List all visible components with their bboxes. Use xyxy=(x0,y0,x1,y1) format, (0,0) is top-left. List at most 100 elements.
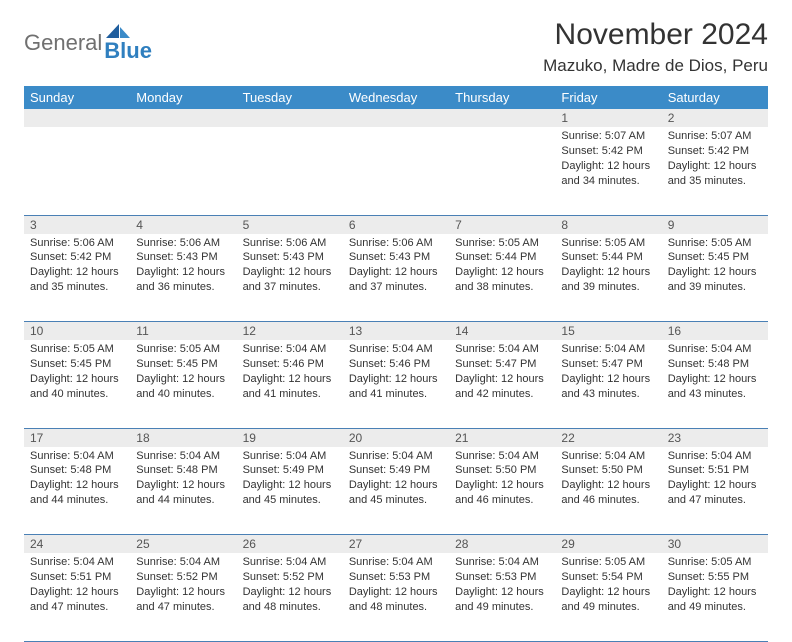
day-line: Sunset: 5:48 PM xyxy=(668,357,762,372)
day-cell: Sunrise: 5:05 AMSunset: 5:45 PMDaylight:… xyxy=(24,340,130,428)
day-header: Tuesday xyxy=(237,86,343,109)
day-line: Sunrise: 5:06 AM xyxy=(243,236,337,251)
day-cell xyxy=(343,127,449,215)
day-line: Daylight: 12 hours and 35 minutes. xyxy=(668,159,762,189)
day-line: Daylight: 12 hours and 44 minutes. xyxy=(30,478,124,508)
day-line: Sunrise: 5:07 AM xyxy=(561,129,655,144)
day-line: Sunrise: 5:04 AM xyxy=(30,449,124,464)
day-line: Sunrise: 5:06 AM xyxy=(30,236,124,251)
day-line: Daylight: 12 hours and 34 minutes. xyxy=(561,159,655,189)
daynum-row: 24252627282930 xyxy=(24,535,768,554)
day-cell: Sunrise: 5:04 AMSunset: 5:53 PMDaylight:… xyxy=(343,553,449,641)
day-line: Daylight: 12 hours and 46 minutes. xyxy=(561,478,655,508)
day-content: Sunrise: 5:04 AMSunset: 5:46 PMDaylight:… xyxy=(343,340,449,405)
day-content xyxy=(237,127,343,133)
location: Mazuko, Madre de Dios, Peru xyxy=(543,56,768,76)
day-line: Sunset: 5:53 PM xyxy=(349,570,443,585)
day-line: Sunrise: 5:05 AM xyxy=(455,236,549,251)
day-content: Sunrise: 5:04 AMSunset: 5:52 PMDaylight:… xyxy=(130,553,236,618)
day-content: Sunrise: 5:05 AMSunset: 5:55 PMDaylight:… xyxy=(662,553,768,618)
day-number: 10 xyxy=(24,322,130,341)
day-line: Sunset: 5:52 PM xyxy=(136,570,230,585)
day-line: Sunrise: 5:04 AM xyxy=(561,342,655,357)
day-line: Sunset: 5:53 PM xyxy=(455,570,549,585)
day-line: Daylight: 12 hours and 49 minutes. xyxy=(561,585,655,615)
day-line: Sunset: 5:45 PM xyxy=(136,357,230,372)
day-line: Daylight: 12 hours and 48 minutes. xyxy=(243,585,337,615)
day-number: 13 xyxy=(343,322,449,341)
daynum-row: 17181920212223 xyxy=(24,428,768,447)
day-line: Daylight: 12 hours and 42 minutes. xyxy=(455,372,549,402)
day-line: Sunset: 5:43 PM xyxy=(136,250,230,265)
day-line: Daylight: 12 hours and 47 minutes. xyxy=(136,585,230,615)
day-line: Sunset: 5:47 PM xyxy=(455,357,549,372)
day-content: Sunrise: 5:06 AMSunset: 5:43 PMDaylight:… xyxy=(343,234,449,299)
day-content: Sunrise: 5:04 AMSunset: 5:53 PMDaylight:… xyxy=(343,553,449,618)
day-cell: Sunrise: 5:04 AMSunset: 5:51 PMDaylight:… xyxy=(24,553,130,641)
day-header: Friday xyxy=(555,86,661,109)
day-line: Sunrise: 5:04 AM xyxy=(455,555,549,570)
week-row: Sunrise: 5:06 AMSunset: 5:42 PMDaylight:… xyxy=(24,234,768,322)
day-content: Sunrise: 5:04 AMSunset: 5:52 PMDaylight:… xyxy=(237,553,343,618)
day-line: Sunset: 5:44 PM xyxy=(561,250,655,265)
day-cell: Sunrise: 5:07 AMSunset: 5:42 PMDaylight:… xyxy=(555,127,661,215)
header: General Blue November 2024 Mazuko, Madre… xyxy=(24,18,768,76)
day-line: Sunset: 5:50 PM xyxy=(455,463,549,478)
day-content: Sunrise: 5:04 AMSunset: 5:49 PMDaylight:… xyxy=(343,447,449,512)
day-content: Sunrise: 5:04 AMSunset: 5:47 PMDaylight:… xyxy=(555,340,661,405)
day-content: Sunrise: 5:06 AMSunset: 5:43 PMDaylight:… xyxy=(130,234,236,299)
daynum-row: 12 xyxy=(24,109,768,127)
day-line: Sunrise: 5:04 AM xyxy=(349,342,443,357)
day-cell: Sunrise: 5:07 AMSunset: 5:42 PMDaylight:… xyxy=(662,127,768,215)
day-number: 27 xyxy=(343,535,449,554)
day-line: Sunrise: 5:04 AM xyxy=(561,449,655,464)
day-content: Sunrise: 5:04 AMSunset: 5:47 PMDaylight:… xyxy=(449,340,555,405)
day-line: Sunrise: 5:06 AM xyxy=(349,236,443,251)
day-cell: Sunrise: 5:04 AMSunset: 5:52 PMDaylight:… xyxy=(130,553,236,641)
day-number: 1 xyxy=(555,109,661,127)
day-line: Sunset: 5:45 PM xyxy=(668,250,762,265)
day-number: 23 xyxy=(662,428,768,447)
day-number: 11 xyxy=(130,322,236,341)
calendar-header-row: SundayMondayTuesdayWednesdayThursdayFrid… xyxy=(24,86,768,109)
day-line: Sunrise: 5:04 AM xyxy=(136,449,230,464)
day-line: Daylight: 12 hours and 47 minutes. xyxy=(30,585,124,615)
calendar-page: General Blue November 2024 Mazuko, Madre… xyxy=(0,0,792,642)
day-number: 7 xyxy=(449,215,555,234)
day-content: Sunrise: 5:07 AMSunset: 5:42 PMDaylight:… xyxy=(555,127,661,192)
day-line: Daylight: 12 hours and 49 minutes. xyxy=(668,585,762,615)
day-cell: Sunrise: 5:04 AMSunset: 5:52 PMDaylight:… xyxy=(237,553,343,641)
day-header: Sunday xyxy=(24,86,130,109)
day-line: Sunrise: 5:05 AM xyxy=(136,342,230,357)
day-line: Sunset: 5:54 PM xyxy=(561,570,655,585)
daynum-row: 10111213141516 xyxy=(24,322,768,341)
day-content: Sunrise: 5:05 AMSunset: 5:45 PMDaylight:… xyxy=(662,234,768,299)
week-row: Sunrise: 5:07 AMSunset: 5:42 PMDaylight:… xyxy=(24,127,768,215)
logo-stack: Blue xyxy=(104,24,152,61)
day-line: Sunrise: 5:05 AM xyxy=(561,236,655,251)
day-content: Sunrise: 5:05 AMSunset: 5:45 PMDaylight:… xyxy=(130,340,236,405)
month-title: November 2024 xyxy=(543,18,768,52)
day-line: Daylight: 12 hours and 40 minutes. xyxy=(30,372,124,402)
day-line: Daylight: 12 hours and 46 minutes. xyxy=(455,478,549,508)
logo: General Blue xyxy=(24,24,152,61)
day-line: Sunset: 5:42 PM xyxy=(668,144,762,159)
day-cell: Sunrise: 5:05 AMSunset: 5:44 PMDaylight:… xyxy=(555,234,661,322)
day-cell: Sunrise: 5:04 AMSunset: 5:46 PMDaylight:… xyxy=(343,340,449,428)
day-number: 12 xyxy=(237,322,343,341)
day-content: Sunrise: 5:06 AMSunset: 5:43 PMDaylight:… xyxy=(237,234,343,299)
day-line: Sunrise: 5:05 AM xyxy=(561,555,655,570)
day-line: Sunset: 5:42 PM xyxy=(561,144,655,159)
day-number xyxy=(130,109,236,127)
day-header: Monday xyxy=(130,86,236,109)
day-content: Sunrise: 5:04 AMSunset: 5:49 PMDaylight:… xyxy=(237,447,343,512)
day-line: Sunrise: 5:04 AM xyxy=(455,342,549,357)
day-line: Sunrise: 5:05 AM xyxy=(668,236,762,251)
day-content: Sunrise: 5:04 AMSunset: 5:48 PMDaylight:… xyxy=(130,447,236,512)
day-number: 8 xyxy=(555,215,661,234)
day-cell: Sunrise: 5:05 AMSunset: 5:45 PMDaylight:… xyxy=(130,340,236,428)
day-cell: Sunrise: 5:04 AMSunset: 5:50 PMDaylight:… xyxy=(449,447,555,535)
day-number: 16 xyxy=(662,322,768,341)
day-number: 30 xyxy=(662,535,768,554)
day-content: Sunrise: 5:04 AMSunset: 5:51 PMDaylight:… xyxy=(662,447,768,512)
